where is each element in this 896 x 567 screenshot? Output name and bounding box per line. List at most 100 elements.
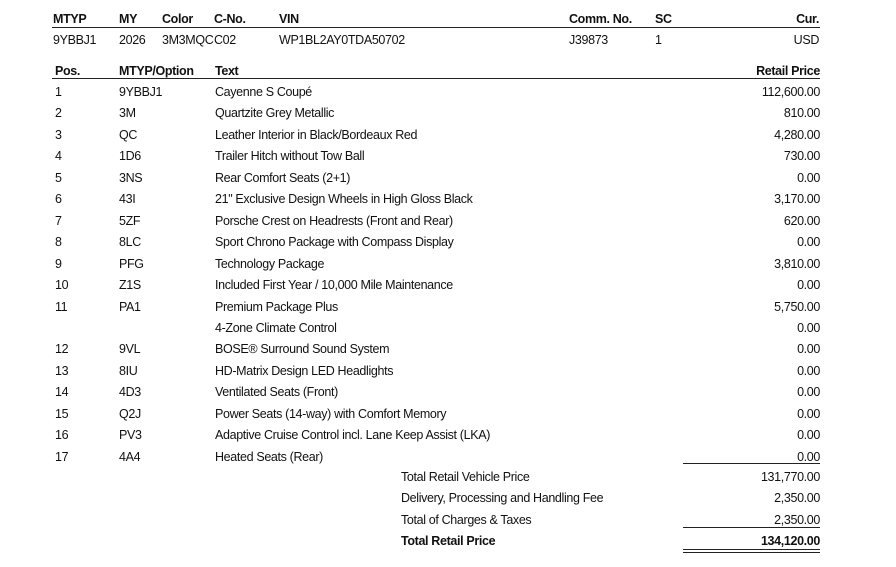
row-option: 5ZF [119,213,141,228]
row-price: 0.00 [797,278,820,293]
row-text: Power Seats (14-way) with Comfort Memory [215,406,447,421]
row-pos: 6 [55,192,62,207]
total-label: Total of Charges & Taxes [401,512,532,527]
row-option: QC [119,127,138,142]
row-pos: 3 [55,127,62,142]
value-cur: USD [793,33,820,47]
total-value: 2,350.00 [774,491,820,506]
label-sc: SC [655,12,672,26]
row-pos: 5 [55,170,62,185]
label-cur: Cur. [796,12,819,26]
row-text: Leather Interior in Black/Bordeaux Red [215,127,418,142]
row-text: HD-Matrix Design LED Headlights [215,363,394,378]
total-value: 2,350.00 [774,512,820,527]
row-option: 3NS [119,170,143,185]
value-my: 2026 [119,33,146,47]
row-text: Heated Seats (Rear) [215,449,323,464]
label-vin: VIN [279,12,299,26]
row-pos: 4 [55,149,62,164]
row-option: 4D3 [119,385,141,400]
row-pos: 7 [55,213,62,228]
row-text: Quartzite Grey Metallic [215,106,335,121]
header-rule [52,27,820,28]
row-pos: 10 [55,278,69,293]
row-pos: 15 [55,406,69,421]
row-pos: 9 [55,256,62,271]
row-pos: 16 [55,428,69,443]
row-text: Adaptive Cruise Control incl. Lane Keep … [215,428,491,443]
row-text: Technology Package [215,256,325,271]
table-header-rule [52,78,820,79]
row-option: PA1 [119,299,141,314]
row-price: 730.00 [783,149,820,164]
total-value: 134,120.00 [760,534,820,549]
col-retail-price: Retail Price [756,64,820,78]
total-double-rule-1 [683,549,820,550]
row-pos: 8 [55,235,62,250]
label-mtyp: MTYP [53,12,87,26]
value-cno: C02 [214,33,236,47]
row-pos: 12 [55,342,69,357]
row-option: 4A4 [119,449,141,464]
total-label: Total Retail Vehicle Price [401,470,530,484]
row-price: 620.00 [783,213,820,228]
value-color: 3M3MQC [162,33,214,47]
row-option: 3M [119,106,136,121]
row-text: BOSE® Surround Sound System [215,342,390,357]
row-option: Q2J [119,406,141,421]
row-price: 0.00 [797,342,820,357]
value-sc: 1 [655,33,662,47]
charges-rule [683,527,820,528]
row-price: 0.00 [797,170,820,185]
value-vin: WP1BL2AY0TDA50702 [279,33,405,47]
row-text: Included First Year / 10,000 Mile Mainte… [215,278,453,293]
label-cno: C-No. [214,12,246,26]
label-color: Color [162,12,193,26]
row-price: 5,750.00 [774,299,820,314]
row-price: 0.00 [797,235,820,250]
row-option: 8LC [119,235,141,250]
label-comm-no: Comm. No. [569,12,632,26]
row-price: 0.00 [797,428,820,443]
row-price: 0.00 [797,406,820,421]
row-option: Z1S [119,278,141,293]
row-price: 0.00 [797,363,820,378]
row-text: Premium Package Plus [215,299,338,314]
row-price: 0.00 [797,385,820,400]
row-option: 1D6 [119,149,141,164]
row-price: 3,810.00 [774,256,820,271]
row-pos: 1 [55,85,62,99]
col-option: MTYP/Option [119,64,194,78]
total-double-rule-2 [683,552,820,553]
row-text: Ventilated Seats (Front) [215,385,338,400]
row-price: 4,280.00 [774,127,820,142]
row-price: 112,600.00 [761,85,820,99]
row-price: 810.00 [783,106,820,121]
row-text: 4-Zone Climate Control [215,320,337,335]
row-text: Porsche Crest on Headrests (Front and Re… [215,213,453,228]
row-pos: 17 [55,449,69,464]
value-comm-no: J39873 [569,33,608,47]
row-option: PV3 [119,428,142,443]
row-text: Sport Chrono Package with Compass Displa… [215,235,454,250]
row-text: Cayenne S Coupé [215,85,312,99]
row-option: 8IU [119,363,138,378]
col-text: Text [215,64,239,78]
row-price: 3,170.00 [774,192,820,207]
row-price: 0.00 [797,320,820,335]
row-pos: 2 [55,106,62,121]
total-label: Delivery, Processing and Handling Fee [401,491,604,506]
row-option: 43I [119,192,136,207]
row-text: Rear Comfort Seats (2+1) [215,170,351,185]
total-label: Total Retail Price [401,534,496,549]
row-option: 9YBBJ1 [119,85,163,99]
value-mtyp: 9YBBJ1 [53,33,97,47]
row-option: PFG [119,256,144,271]
row-option: 9VL [119,342,141,357]
subtotal-rule [683,463,820,464]
row-price: 0.00 [797,449,820,464]
row-text: Trailer Hitch without Tow Ball [215,149,365,164]
row-pos: 13 [55,363,69,378]
row-pos: 11 [55,299,68,314]
total-value: 131,770.00 [760,470,820,484]
